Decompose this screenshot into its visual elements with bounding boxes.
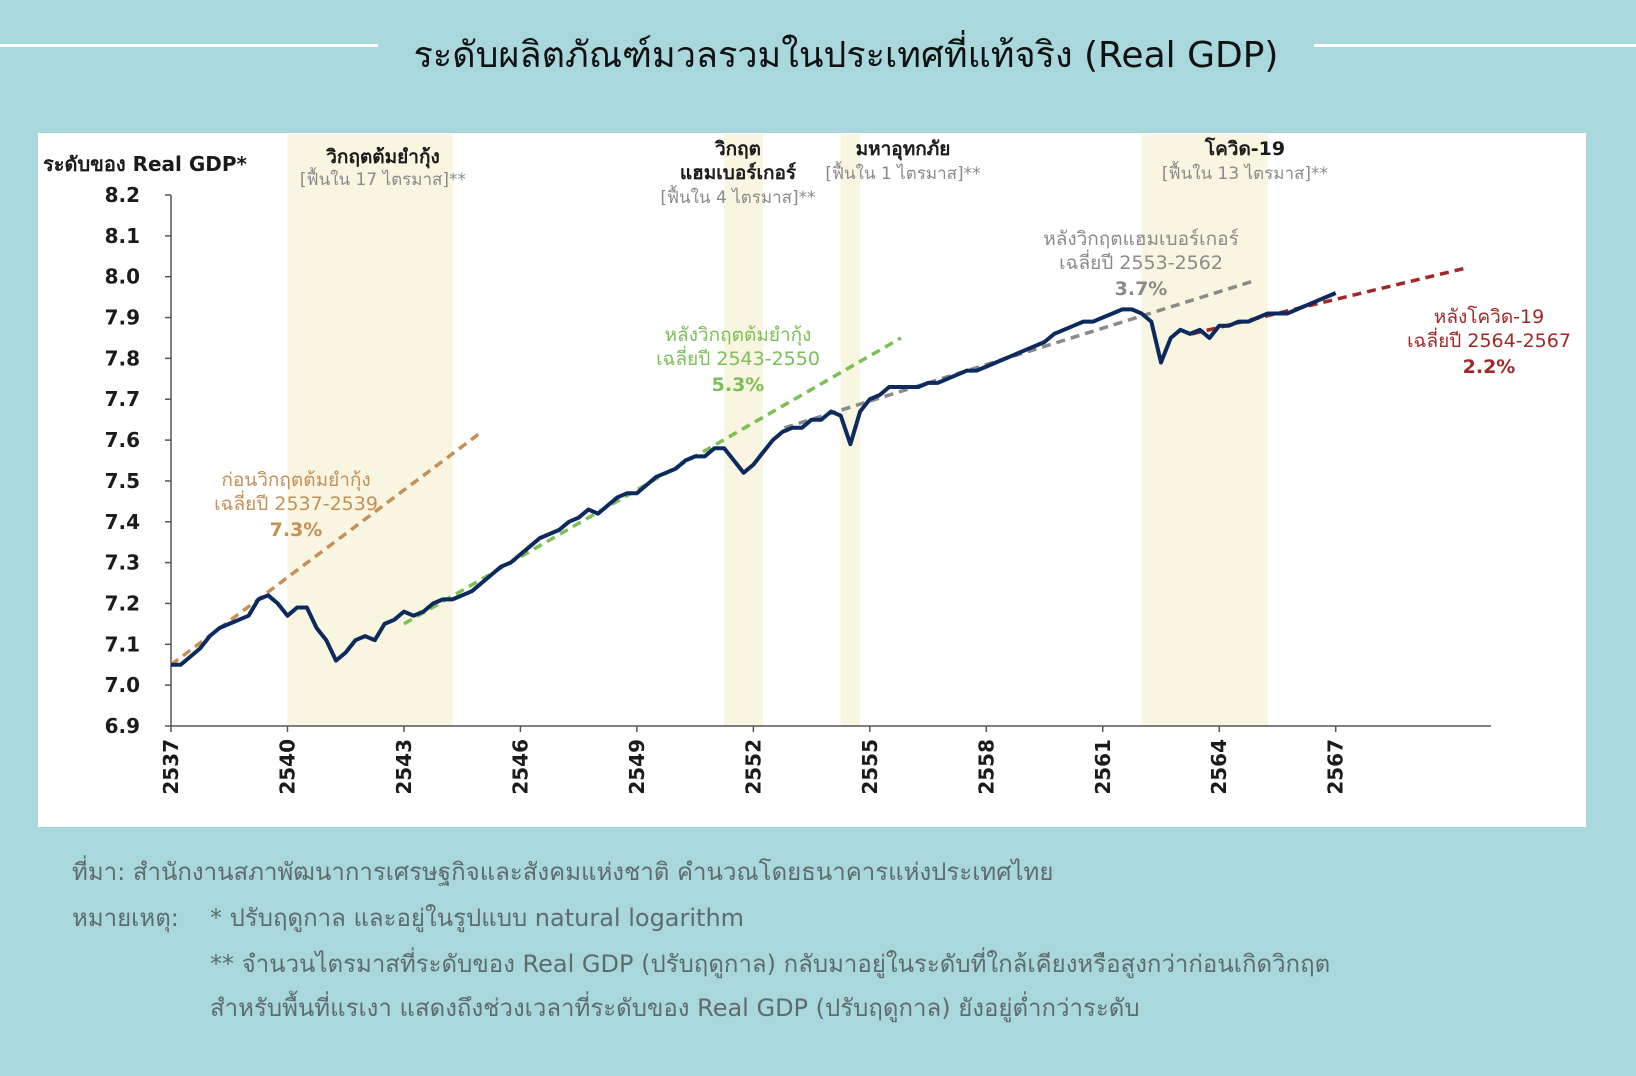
trend-period-1: เฉลี่ยปี 2537-2539 — [214, 490, 378, 515]
note-3: สำหรับพื้นที่แรเงา แสดงถึงช่วงเวลาที่ระด… — [210, 994, 1140, 1022]
x-tick-label: 2558 — [974, 739, 998, 795]
y-tick-label: 7.2 — [105, 591, 140, 615]
y-tick-label: 8.1 — [105, 224, 140, 248]
y-tick-label: 6.9 — [105, 714, 140, 738]
title-rule-right — [1314, 44, 1636, 47]
y-tick-label: 7.7 — [105, 387, 140, 411]
y-tick-label: 8.0 — [105, 265, 140, 289]
gdp-line-chart: ระดับของ Real GDP* 8.2 8.1 8.0 7.9 7.8 7.7 7.6 7… — [43, 135, 1571, 795]
x-tick-label: 2549 — [625, 739, 649, 795]
y-axis-label: ระดับของ Real GDP* — [43, 152, 248, 176]
trend-growth-2: 5.3% — [712, 374, 765, 396]
trend-label-2: หลังวิกฤตต้มยำกุ้ง — [665, 324, 812, 347]
shade-title-3: มหาอุทกภัย — [856, 138, 951, 161]
trend-growth-4: 2.2% — [1463, 356, 1516, 378]
shade-title-2-line2: แฮมเบอร์เกอร์ — [680, 162, 797, 184]
chart-panel: ระดับของ Real GDP* 8.2 8.1 8.0 7.9 7.8 7.7 7.6 7… — [38, 133, 1586, 827]
trend-period-4: เฉลี่ยปี 2564-2567 — [1407, 327, 1571, 352]
y-tick-label: 7.6 — [105, 428, 140, 452]
note-label: หมายเหตุ: — [72, 904, 179, 932]
x-tick-label: 2543 — [392, 739, 416, 795]
trend-label-4: หลังโควิด-19 — [1434, 305, 1544, 328]
trend-growth-1: 7.3% — [270, 519, 323, 541]
trend-label-3: หลังวิกฤตแฮมเบอร์เกอร์ — [1043, 228, 1239, 250]
x-tick-label: 2564 — [1207, 739, 1231, 795]
page-title: ระดับผลิตภัณฑ์มวลรวมในประเทศที่แท้จริง (… — [413, 35, 1279, 76]
x-tick-label: 2537 — [159, 739, 183, 795]
shade-title-4: โควิด-19 — [1204, 137, 1285, 160]
trend-label-1: ก่อนวิกฤตต้มยำกุ้ง — [221, 469, 370, 492]
source-note: ที่มา: สำนักงานสภาพัฒนาการเศรษฐกิจและสัง… — [72, 858, 1054, 886]
y-tick-label: 7.1 — [105, 632, 140, 656]
y-tick-label: 7.8 — [105, 346, 140, 370]
shaded-region-4 — [1141, 135, 1268, 726]
shade-subtitle-4: [ฟื้นใน 13 ไตรมาส]** — [1162, 161, 1328, 184]
note-1: * ปรับฤดูกาล และอยู่ในรูปแบบ natural log… — [210, 904, 745, 932]
shaded-region-2 — [724, 135, 764, 726]
y-tick-label: 7.0 — [105, 673, 140, 697]
x-tick-label: 2540 — [275, 739, 299, 795]
shaded-region-3 — [840, 135, 861, 726]
y-tick-label: 7.5 — [105, 469, 140, 493]
title-rule-left — [0, 44, 378, 47]
trend-growth-3: 3.7% — [1115, 278, 1168, 300]
x-tick-label: 2561 — [1091, 739, 1115, 795]
x-tick-label: 2552 — [741, 739, 765, 795]
y-tick-label: 8.2 — [105, 183, 140, 207]
shade-title-2-line1: วิกฤต — [715, 138, 761, 160]
note-2: ** จำนวนไตรมาสที่ระดับของ Real GDP (ปรับ… — [210, 950, 1331, 978]
shade-subtitle-2: [ฟื้นใน 4 ไตรมาส]** — [660, 185, 815, 208]
shade-subtitle-1: [ฟื้นใน 17 ไตรมาส]** — [300, 167, 466, 190]
trend-period-3: เฉลี่ยปี 2553-2562 — [1059, 249, 1223, 274]
x-tick-label: 2555 — [858, 739, 882, 795]
shade-title-1: วิกฤตต้มยำกุ้ง — [326, 146, 440, 169]
x-tick-label: 2567 — [1324, 739, 1348, 795]
y-tick-label: 7.9 — [105, 306, 140, 330]
y-tick-label: 7.3 — [105, 551, 140, 575]
y-tick-label: 7.4 — [105, 510, 140, 534]
gdp-series-line — [171, 291, 1337, 667]
shade-subtitle-3: [ฟื้นใน 1 ไตรมาส]** — [825, 161, 980, 184]
trend-period-2: เฉลี่ยปี 2543-2550 — [656, 345, 820, 370]
x-tick-label: 2546 — [508, 739, 532, 795]
